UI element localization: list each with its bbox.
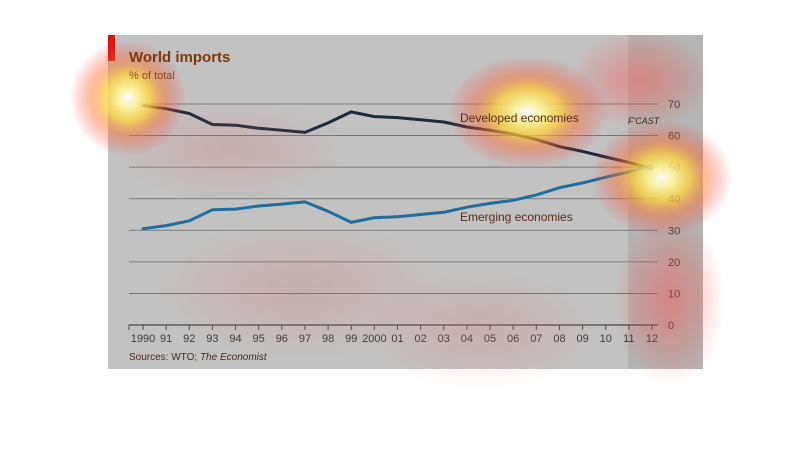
x-tick-label: 1990 <box>131 333 155 345</box>
y-tick-label: 30 <box>668 225 680 237</box>
x-tick-label: 03 <box>438 333 450 345</box>
x-tick-label: 91 <box>160 333 172 345</box>
x-tick-label: 08 <box>553 333 565 345</box>
x-tick-label: 94 <box>229 333 241 345</box>
x-tick-label: 97 <box>299 333 311 345</box>
x-tick-label: 04 <box>461 333 473 345</box>
x-tick-label: 01 <box>391 333 403 345</box>
x-tick-label: 11 <box>623 333 634 345</box>
y-tick-label: 40 <box>668 194 680 206</box>
x-tick-label: 07 <box>530 333 542 345</box>
x-tick-label: 06 <box>507 333 519 345</box>
x-tick-label: 95 <box>253 333 265 345</box>
chart-title: World imports <box>129 49 230 66</box>
series-label-emerging: Emerging economies <box>460 210 573 224</box>
y-tick-label: 10 <box>668 288 680 300</box>
y-tick-label: 20 <box>668 257 680 269</box>
series-label-developed: Developed economies <box>460 111 579 125</box>
chart-background <box>108 35 703 369</box>
y-tick-label: 0 <box>668 320 674 332</box>
x-tick-label: 09 <box>576 333 588 345</box>
x-tick-label: 05 <box>484 333 496 345</box>
x-tick-label: 96 <box>276 333 288 345</box>
x-tick-label: 99 <box>345 333 357 345</box>
chart-source: Sources: WTO; The Economist <box>129 352 268 363</box>
x-tick-label: 92 <box>183 333 195 345</box>
source-prefix: Sources: WTO; <box>129 352 200 363</box>
series-line-emerging <box>141 164 654 231</box>
chart-subtitle: % of total <box>129 70 175 82</box>
x-tick-label: 93 <box>206 333 218 345</box>
brand-red-tab <box>108 35 115 61</box>
forecast-shade <box>628 35 703 369</box>
x-tick-label: 10 <box>600 333 612 345</box>
x-tick-label: 2000 <box>362 333 386 345</box>
x-tick-label: 98 <box>322 333 334 345</box>
y-tick-label: 60 <box>668 131 680 143</box>
forecast-label: F'CAST <box>628 116 661 126</box>
source-italic: The Economist <box>200 352 268 363</box>
x-tick-label: 02 <box>415 333 427 345</box>
y-tick-label: 50 <box>668 162 680 174</box>
x-tick-label: 12 <box>646 333 658 345</box>
y-tick-label: 70 <box>668 99 680 111</box>
